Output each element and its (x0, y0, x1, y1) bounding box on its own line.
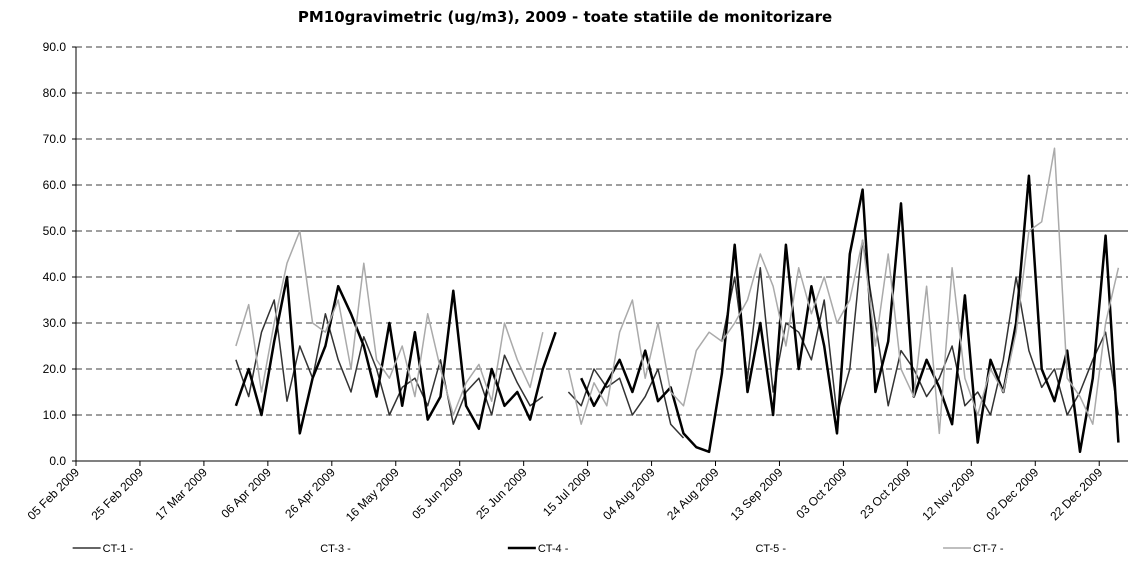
series-line (234, 174, 1120, 454)
legend-label: CT-3 - (320, 543, 351, 555)
x-tick-label: 05 Feb 2009 (25, 465, 83, 523)
legend-label: CT-7 - (973, 543, 1004, 555)
x-tick-label: 05 Jun 2009 (409, 465, 466, 522)
y-tick-label: 80.0 (43, 86, 67, 100)
y-tick-label: 40.0 (43, 270, 67, 284)
chart-title: PM10gravimetric (ug/m3), 2009 - toate st… (298, 8, 832, 26)
y-tick-label: 70.0 (43, 132, 67, 146)
x-tick-label: 02 Dec 2009 (983, 465, 1041, 523)
x-tick-label: 25 Jun 2009 (473, 465, 530, 522)
x-tick-label: 23 Oct 2009 (857, 465, 913, 521)
x-tick-label: 06 Apr 2009 (218, 465, 274, 521)
x-tick-label: 25 Feb 2009 (89, 465, 147, 523)
y-tick-label: 60.0 (43, 178, 67, 192)
x-tick-label: 16 May 2009 (343, 465, 402, 524)
x-tick-label: 04 Aug 2009 (600, 465, 658, 523)
y-tick-label: 30.0 (43, 316, 67, 330)
x-tick-label: 17 Mar 2009 (152, 465, 210, 523)
x-tick-label: 15 Jul 2009 (540, 465, 594, 519)
legend-label: CT-1 - (103, 543, 134, 555)
series-line (235, 147, 1120, 435)
y-tick-label: 20.0 (43, 362, 67, 376)
x-tick-label: 26 Apr 2009 (282, 465, 338, 521)
x-tick-label: 24 Aug 2009 (664, 465, 722, 523)
legend-label: CT-5 - (755, 543, 786, 555)
x-tick-label: 22 Dec 2009 (1047, 465, 1105, 523)
series-line (235, 239, 1120, 439)
legend-label: CT-4 - (538, 543, 569, 555)
x-tick-label: 03 Oct 2009 (793, 465, 849, 521)
y-tick-label: 10.0 (43, 408, 67, 422)
y-tick-label: 0.0 (49, 454, 66, 468)
y-tick-label: 90.0 (43, 40, 67, 54)
x-tick-label: 12 Nov 2009 (919, 465, 977, 523)
x-tick-label: 13 Sep 2009 (728, 465, 786, 523)
y-tick-label: 50.0 (43, 224, 67, 238)
